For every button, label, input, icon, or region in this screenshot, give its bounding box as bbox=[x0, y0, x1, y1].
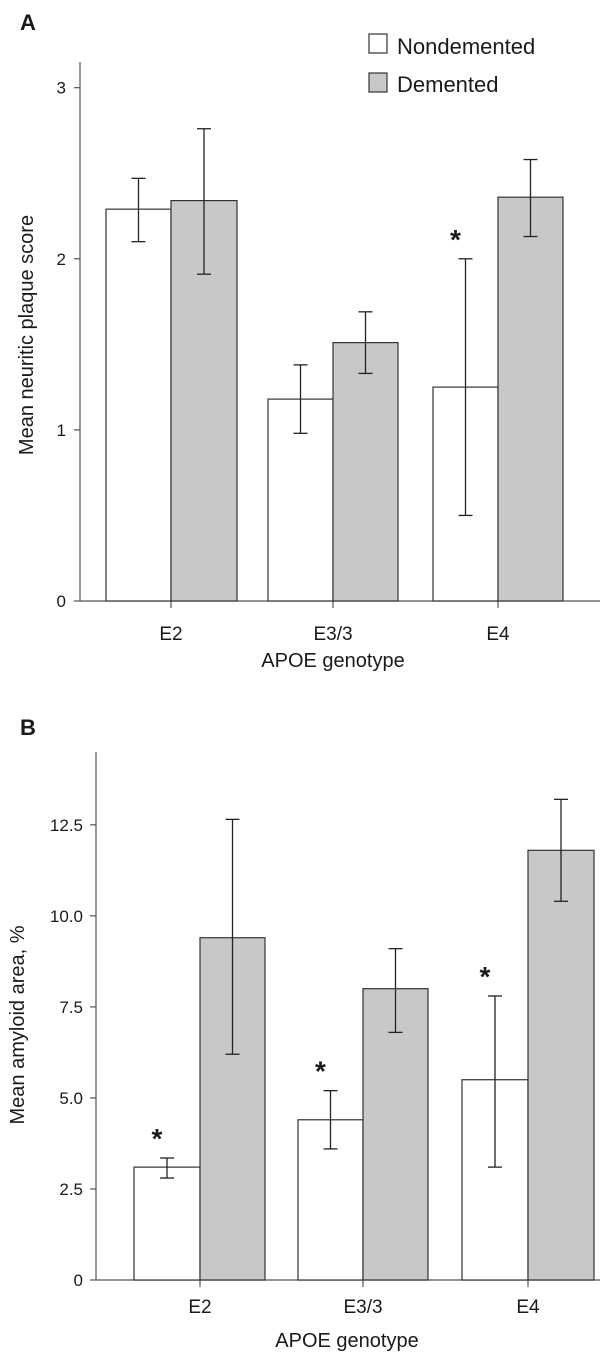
panel-b-y-tick-label: 7.5 bbox=[59, 998, 83, 1017]
panel-a-x-axis-label: APOE genotype bbox=[261, 650, 404, 672]
panel-a-y-tick-label: 1 bbox=[57, 421, 66, 440]
panel-a-error-bar-nondemented bbox=[293, 364, 308, 434]
panel-a-x-tick-label: E2 bbox=[159, 624, 182, 645]
panel-a-bar-demented bbox=[332, 342, 399, 602]
panel-a-error-bar-nondemented bbox=[458, 258, 473, 517]
panel-a-y-tick-label: 0 bbox=[57, 592, 66, 611]
panel-b-error-bar-nondemented bbox=[488, 995, 502, 1168]
panel-b-plot: 0 2.5 5.0 7.5 10.0 12.5 E2 E3/3 E4 * * * bbox=[50, 752, 600, 1318]
panel-b-error-bar-demented bbox=[554, 798, 568, 902]
panel-b-bar-demented bbox=[362, 988, 429, 1281]
panel-a-error-bar-demented bbox=[197, 128, 211, 275]
panel-a-plot: 0 1 2 3 E2 E3/3 E4 * bbox=[57, 62, 600, 645]
panel-b-significance-star: * bbox=[152, 1123, 163, 1154]
panel-b-bar-nondemented bbox=[133, 1166, 201, 1281]
panel-b-bar-demented bbox=[527, 849, 595, 1281]
panel-b-y-tick-label: 0 bbox=[74, 1271, 83, 1290]
panel-a-error-bar-demented bbox=[358, 311, 373, 375]
panel-a-y-axis-label: Mean neuritic plaque score bbox=[16, 215, 38, 455]
panel-b-x-tick-label: E4 bbox=[516, 1297, 540, 1318]
legend-label-nondemented: Nondemented bbox=[397, 34, 535, 59]
panel-a-error-bar-demented bbox=[523, 158, 538, 238]
legend-label-demented: Demented bbox=[397, 72, 499, 97]
legend-swatch-demented bbox=[368, 72, 388, 93]
panel-b-y-tick-label: 5.0 bbox=[59, 1089, 83, 1108]
panel-b-y-tick-label: 12.5 bbox=[50, 816, 83, 835]
panel-a-bar-nondemented bbox=[105, 208, 172, 602]
panel-b-error-bar-nondemented bbox=[160, 1157, 174, 1179]
panel-b-letter: B bbox=[20, 715, 36, 740]
panel-a-letter: A bbox=[20, 10, 36, 35]
panel-a-bar-demented bbox=[497, 196, 564, 602]
panel-b-error-bar-demented bbox=[225, 818, 240, 1055]
panel-a-x-tick-label: E4 bbox=[486, 624, 510, 645]
panel-b-error-bar-demented bbox=[388, 947, 403, 1034]
panel-a-y-tick-label: 2 bbox=[57, 250, 66, 269]
panel-b-significance-star: * bbox=[480, 961, 491, 992]
panel-b-y-tick-label: 10.0 bbox=[50, 907, 83, 926]
panel-a-x-tick-label: E3/3 bbox=[313, 624, 352, 645]
legend-swatch-nondemented bbox=[368, 33, 388, 54]
panel-b-x-tick-label: E3/3 bbox=[343, 1297, 382, 1318]
panel-b-x-axis-label: APOE genotype bbox=[275, 1330, 418, 1352]
panel-a-error-bar-nondemented bbox=[131, 177, 146, 243]
panel-a-y-tick-label: 3 bbox=[57, 79, 66, 98]
panel-b-y-tick-label: 2.5 bbox=[59, 1180, 83, 1199]
panel-b-error-bar-nondemented bbox=[323, 1089, 338, 1150]
panel-b-y-axis-label: Mean amyloid area, % bbox=[7, 925, 29, 1124]
panel-b-significance-star: * bbox=[315, 1056, 326, 1087]
panel-a-significance-star: * bbox=[450, 224, 461, 255]
panel-b-x-tick-label: E2 bbox=[188, 1297, 211, 1318]
